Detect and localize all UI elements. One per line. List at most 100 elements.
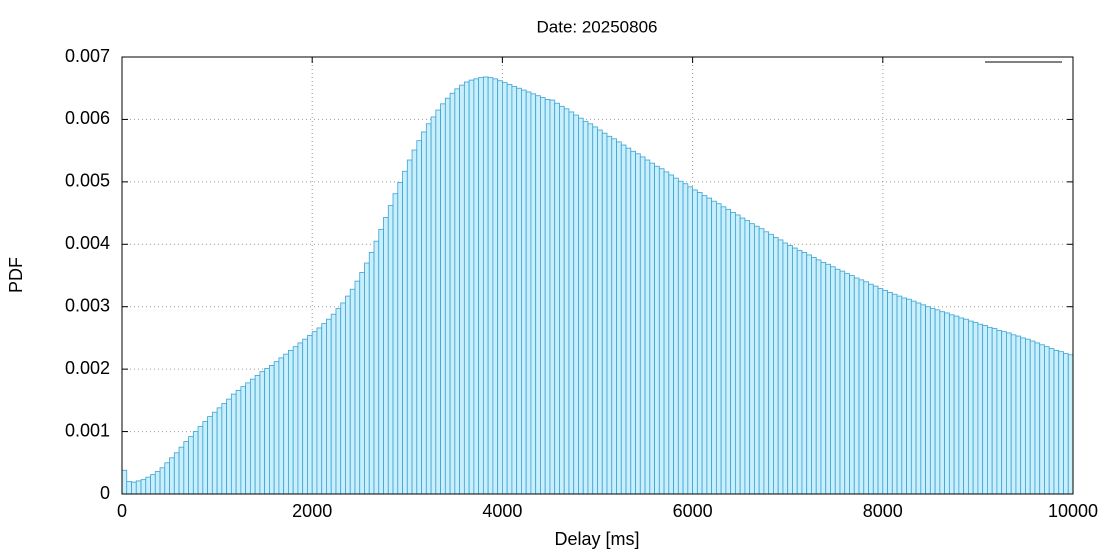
bar <box>701 195 708 495</box>
bar <box>326 318 332 495</box>
bar <box>730 212 736 495</box>
x-tick-label: 4000 <box>482 501 522 521</box>
bar <box>1001 331 1007 495</box>
bar <box>939 311 946 495</box>
bar <box>302 338 308 495</box>
bar <box>877 288 884 495</box>
bar <box>164 462 170 495</box>
y-tick-label: 0.005 <box>65 171 110 191</box>
bar <box>506 84 513 495</box>
bar <box>1058 351 1064 495</box>
bar <box>530 93 537 495</box>
bar <box>387 205 394 495</box>
bar <box>173 452 180 495</box>
bar <box>582 120 589 495</box>
y-axis-label: PDF <box>6 257 26 293</box>
y-tick-label: 0.002 <box>65 358 110 378</box>
bar <box>915 302 922 495</box>
bar <box>269 364 275 495</box>
bar <box>1063 353 1069 495</box>
bar <box>278 357 285 495</box>
bar <box>559 105 565 495</box>
bar <box>1029 340 1036 495</box>
bar <box>1034 342 1041 495</box>
bar <box>202 421 208 495</box>
bar <box>811 256 817 495</box>
bar <box>359 271 365 495</box>
bar <box>910 300 917 495</box>
bar <box>501 82 508 495</box>
bar <box>849 275 855 495</box>
bar <box>154 471 161 495</box>
bar <box>383 217 389 495</box>
bar <box>611 138 617 495</box>
bar <box>663 171 670 495</box>
bar <box>763 231 770 495</box>
bar <box>734 214 741 495</box>
x-axis-label: Delay [ms] <box>554 529 639 549</box>
bar <box>197 426 204 495</box>
bar <box>406 159 413 495</box>
bar <box>444 97 451 495</box>
bar <box>392 193 399 495</box>
bar <box>440 103 446 495</box>
plot-frame <box>121 56 1074 495</box>
bar <box>416 140 422 495</box>
bar <box>601 132 608 495</box>
bar <box>925 306 931 495</box>
bar <box>216 407 223 495</box>
bar <box>235 389 242 495</box>
y-tick-label: 0.006 <box>65 108 110 128</box>
bar <box>725 208 732 495</box>
bar <box>958 317 965 495</box>
bar <box>696 192 703 495</box>
bar <box>858 279 865 495</box>
bar <box>535 95 541 495</box>
bar <box>606 135 613 495</box>
bar <box>563 108 570 495</box>
bar <box>573 114 579 495</box>
bar <box>787 245 793 495</box>
bar <box>321 323 327 495</box>
bar <box>744 220 751 495</box>
bar <box>967 320 974 495</box>
bar <box>758 228 765 495</box>
bar <box>226 398 232 495</box>
bar <box>887 291 893 495</box>
y-tick-label: 0.001 <box>65 420 110 440</box>
bar <box>454 88 461 495</box>
bar <box>635 153 641 495</box>
bar <box>578 117 584 495</box>
bar <box>140 479 147 495</box>
bar <box>178 446 185 495</box>
bar <box>963 318 969 495</box>
bar <box>159 467 166 495</box>
bar <box>839 270 846 495</box>
x-tick-label: 10000 <box>1048 501 1098 521</box>
bar <box>1048 348 1055 495</box>
bar <box>492 78 499 495</box>
bar <box>825 263 831 495</box>
bar <box>511 85 518 495</box>
bar <box>891 293 898 495</box>
bar <box>987 326 993 495</box>
bar <box>711 200 717 495</box>
bar <box>311 331 318 495</box>
bar <box>682 183 689 495</box>
bar <box>297 342 304 495</box>
bar <box>820 261 827 495</box>
bar <box>482 76 489 495</box>
bar <box>863 281 869 495</box>
bar <box>597 129 603 495</box>
bar <box>592 126 598 495</box>
bar <box>649 162 655 495</box>
bar <box>953 315 960 495</box>
bar <box>145 476 151 495</box>
bar <box>240 386 247 495</box>
bar <box>349 288 356 495</box>
bar <box>259 371 266 495</box>
bar <box>254 374 261 495</box>
bar <box>1067 354 1074 495</box>
bar <box>991 328 998 495</box>
